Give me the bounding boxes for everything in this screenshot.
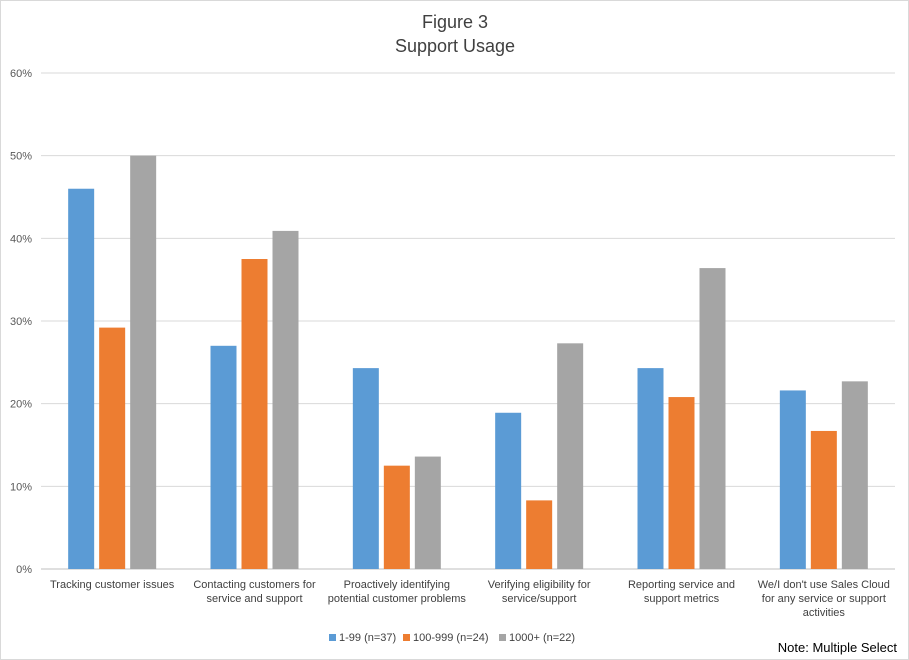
bar bbox=[557, 343, 584, 569]
note-text: Note: Multiple Select bbox=[778, 640, 898, 655]
bar bbox=[272, 230, 299, 570]
x-category-label: Reporting service and support metrics bbox=[628, 579, 735, 605]
y-tick-label: 30% bbox=[10, 316, 32, 328]
legend: 1-99 (n=37) 100-999 (n=24) 1000+ (n=22) bbox=[329, 632, 575, 644]
gridlines bbox=[41, 72, 895, 570]
bars bbox=[68, 155, 868, 570]
bar bbox=[130, 155, 157, 569]
y-tick-label: 40% bbox=[10, 233, 32, 245]
chart-title: Figure 3 bbox=[422, 12, 488, 32]
legend-swatch bbox=[499, 634, 506, 641]
bar bbox=[352, 368, 379, 569]
bar bbox=[810, 430, 837, 569]
x-axis: Tracking customer issues Contacting custo… bbox=[50, 579, 890, 619]
bar bbox=[779, 390, 806, 569]
y-tick-label: 10% bbox=[10, 481, 32, 493]
bar bbox=[241, 259, 268, 569]
bar bbox=[210, 345, 237, 569]
bar bbox=[414, 456, 441, 569]
bar bbox=[99, 327, 126, 569]
bar bbox=[637, 368, 664, 569]
x-category-label: Contacting customers for service and supp… bbox=[193, 579, 316, 605]
bar bbox=[668, 397, 695, 569]
bar bbox=[383, 465, 410, 569]
legend-label: 1000+ (n=22) bbox=[509, 632, 575, 644]
legend-label: 1-99 (n=37) bbox=[339, 632, 396, 644]
bar bbox=[699, 268, 726, 569]
x-category-label: Tracking customer issues bbox=[50, 579, 175, 591]
y-tick-label: 50% bbox=[10, 151, 32, 163]
bar bbox=[841, 381, 868, 569]
y-tick-label: 60% bbox=[10, 68, 32, 80]
y-tick-label: 0% bbox=[16, 564, 32, 576]
legend-swatch bbox=[329, 634, 336, 641]
chart-subtitle: Support Usage bbox=[395, 36, 515, 56]
bar bbox=[526, 500, 553, 569]
bar bbox=[68, 188, 95, 569]
x-category-label: Verifying eligibility for service/support bbox=[488, 579, 591, 605]
legend-swatch bbox=[403, 634, 410, 641]
y-axis: 0% 10% 20% 30% 40% 50% 60% bbox=[10, 68, 32, 576]
bar bbox=[495, 412, 522, 569]
legend-label: 100-999 (n=24) bbox=[413, 632, 489, 644]
x-category-label: Proactively identifying potential custome… bbox=[328, 579, 467, 605]
x-category-label: We/I don't use Sales Cloud for any servic… bbox=[758, 579, 890, 619]
y-tick-label: 20% bbox=[10, 399, 32, 411]
